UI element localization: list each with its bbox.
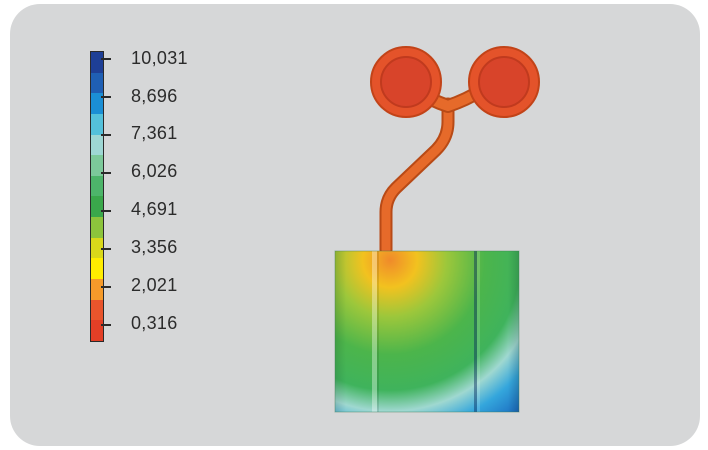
legend-label: 3,356 bbox=[131, 237, 178, 257]
legend-label: 0,316 bbox=[131, 313, 178, 333]
color-scale-legend: 10,031 8,696 7,361 6,026 4,691 3,356 2,0… bbox=[79, 48, 209, 350]
legend-label: 7,361 bbox=[131, 123, 178, 143]
color-scale-segment bbox=[91, 113, 103, 135]
legend-label: 4,691 bbox=[131, 199, 178, 219]
color-scale-segment bbox=[91, 279, 103, 300]
color-scale-segment bbox=[91, 320, 103, 341]
legend-tick bbox=[101, 248, 111, 250]
color-scale-segment bbox=[91, 93, 103, 114]
legend-tick bbox=[101, 58, 111, 60]
color-scale-segment bbox=[91, 72, 103, 94]
legend-tick bbox=[101, 96, 111, 98]
legend-tick bbox=[101, 286, 111, 288]
legend-tick bbox=[101, 324, 111, 326]
legend-label: 10,031 bbox=[131, 48, 188, 68]
legend-label: 2,021 bbox=[131, 275, 178, 295]
legend-label: 8,696 bbox=[131, 86, 178, 106]
part-block bbox=[334, 250, 520, 413]
color-scale-segment bbox=[91, 258, 103, 280]
legend-tick bbox=[101, 210, 111, 212]
legend-tick bbox=[101, 134, 111, 136]
color-scale-segment bbox=[91, 134, 103, 156]
color-scale-bar bbox=[90, 51, 104, 342]
legend-label: 6,026 bbox=[131, 161, 178, 181]
color-scale-segment bbox=[91, 52, 103, 73]
color-scale-segment bbox=[91, 155, 103, 176]
color-scale-segment bbox=[91, 196, 103, 218]
color-scale-segment bbox=[91, 217, 103, 238]
color-scale-segment bbox=[91, 237, 103, 259]
color-scale-segment bbox=[91, 175, 103, 197]
cavity-right bbox=[468, 46, 540, 118]
legend-tick bbox=[101, 172, 111, 174]
cavity-left bbox=[370, 46, 442, 118]
color-scale-segment bbox=[91, 299, 103, 321]
